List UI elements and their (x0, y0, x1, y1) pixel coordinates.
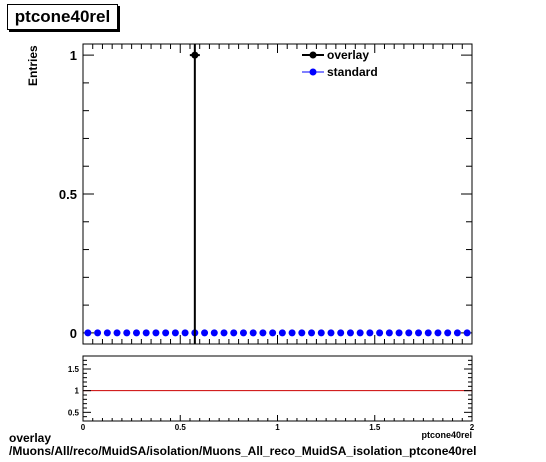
ratio-tick-labels: 0.511.50 0.5 1 1.5 2 (68, 365, 475, 432)
caption-line-1: overlay (9, 431, 52, 445)
standard-point (395, 329, 403, 337)
standard-point (337, 329, 345, 337)
ratio-plot-frame (82, 355, 473, 422)
y-tick-label: 0.5 (59, 187, 77, 202)
x-axis-label: ptcone40rel (421, 430, 472, 440)
ratio-panel: 0.511.50 0.5 1 1.5 2 ptcone40rel (68, 355, 475, 440)
ratio-x-tick-label: 1 (275, 423, 280, 432)
y-tick-label: 0 (70, 326, 77, 341)
legend: overlay standard (302, 48, 378, 79)
ratio-ticks (82, 359, 473, 421)
standard-point (327, 329, 335, 337)
standard-point (84, 329, 92, 337)
overlay-series (189, 44, 200, 344)
standard-point (278, 329, 286, 337)
standard-point (463, 329, 471, 337)
standard-point (444, 329, 452, 337)
standard-point (152, 329, 160, 337)
standard-point (201, 329, 209, 337)
ratio-y-tick-label: 1 (75, 387, 80, 396)
standard-point (308, 329, 316, 337)
y-tick-label: 1 (70, 48, 77, 63)
plot-title: ptcone40rel (7, 4, 118, 30)
overlay-point (191, 51, 199, 59)
standard-point (239, 329, 247, 337)
standard-point (269, 329, 277, 337)
legend-standard-marker (309, 68, 317, 76)
ratio-y-tick-label: 0.5 (68, 408, 80, 417)
standard-point (103, 329, 111, 337)
main-ticks (82, 44, 473, 344)
standard-point (171, 329, 179, 337)
standard-point (317, 329, 325, 337)
standard-point (113, 329, 121, 337)
standard-point (181, 329, 189, 337)
standard-point (376, 329, 384, 337)
ratio-x-tick-label: 2 (470, 423, 475, 432)
standard-point (298, 329, 306, 337)
standard-point (405, 329, 413, 337)
caption-line-2: /Muons/All/reco/MuidSA/isolation/Muons_A… (9, 444, 477, 458)
ratio-x-tick-label: 1.5 (369, 423, 381, 432)
histogram-path-caption: overlay /Muons/All/reco/MuidSA/isolation… (9, 432, 476, 458)
standard-point (142, 329, 150, 337)
main-plot-frame (82, 43, 473, 345)
standard-point (210, 329, 218, 337)
standard-series (84, 329, 471, 337)
ratio-x-tick-label: 0.5 (175, 423, 187, 432)
standard-point (94, 329, 102, 337)
standard-point (424, 329, 432, 337)
standard-point (385, 329, 393, 337)
standard-point (259, 329, 267, 337)
main-panel: 00.51 overlay standard (59, 43, 473, 345)
legend-overlay-label: overlay (327, 48, 369, 62)
standard-point (434, 329, 442, 337)
standard-point (453, 329, 461, 337)
standard-point (288, 329, 296, 337)
standard-point (366, 329, 374, 337)
standard-point (356, 329, 364, 337)
standard-point (220, 329, 228, 337)
legend-overlay-marker (309, 51, 317, 59)
ratio-x-tick-label: 0 (81, 423, 86, 432)
standard-point (230, 329, 238, 337)
legend-standard-label: standard (327, 65, 378, 79)
standard-point (415, 329, 423, 337)
standard-point (346, 329, 354, 337)
standard-point (249, 329, 257, 337)
standard-point (162, 329, 170, 337)
main-y-tick-labels: 00.51 (59, 48, 77, 341)
standard-point (132, 329, 140, 337)
ratio-y-tick-label: 1.5 (68, 365, 80, 374)
standard-point (123, 329, 131, 337)
